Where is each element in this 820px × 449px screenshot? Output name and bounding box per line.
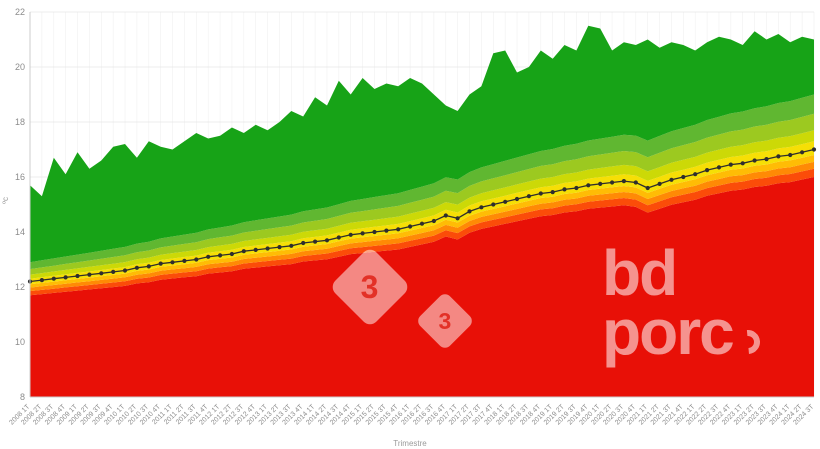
svg-text:10: 10 xyxy=(15,337,25,347)
die-digit: 3 xyxy=(361,268,379,305)
axes xyxy=(29,12,814,398)
mean-line xyxy=(27,147,817,284)
svg-text:18: 18 xyxy=(15,117,25,127)
max-area xyxy=(30,25,814,263)
percentile-bands xyxy=(30,25,814,397)
svg-text:22: 22 xyxy=(15,7,25,17)
logo-line-1: bd xyxy=(602,237,678,309)
svg-text:16: 16 xyxy=(15,172,25,182)
svg-text:12: 12 xyxy=(15,282,25,292)
logo-line-2: porc xyxy=(602,295,735,368)
pig-tail-icon xyxy=(730,324,765,359)
svg-text:14: 14 xyxy=(15,227,25,237)
die-digit: 3 xyxy=(438,307,452,334)
y-axis-title: ºc xyxy=(0,197,10,204)
x-axis-title: Trimestre xyxy=(393,439,427,448)
svg-text:20: 20 xyxy=(15,62,25,72)
y-axis-tick-labels: 8 10 12 14 16 18 20 22 xyxy=(15,7,25,402)
bdporc-watermark-logo: bd porc xyxy=(602,237,765,364)
svg-text:8: 8 xyxy=(20,392,25,402)
